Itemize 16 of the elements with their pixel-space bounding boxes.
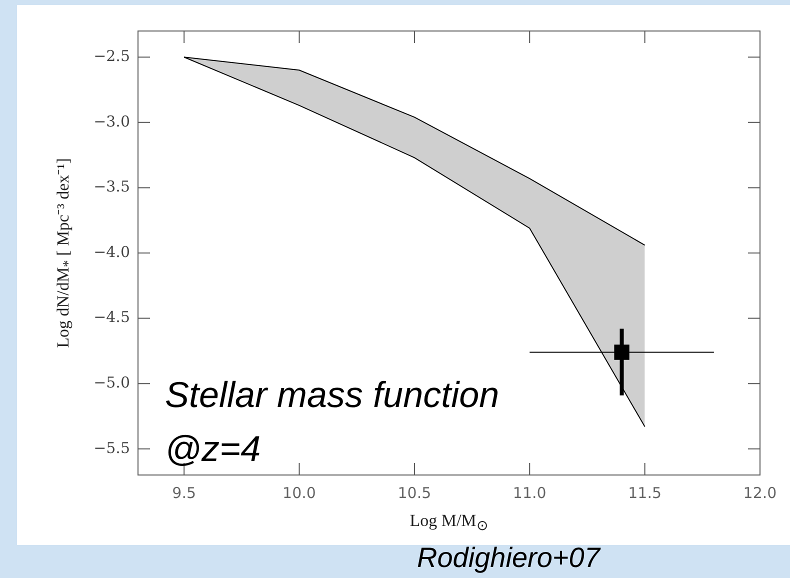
x-axis-title: Log M/M$_{⊙}$ [410,510,488,536]
y-tick-label: −3.5 [94,178,130,196]
x-tick-label: 11.0 [512,484,546,502]
x-tick-label: 12.0 [743,484,777,502]
y-tick-label: −5.5 [94,438,130,457]
y-tick-label: −4.0 [94,242,130,261]
x-tick-label: 10.0 [282,484,316,502]
y-tick-label: −4.5 [94,308,130,326]
x-tick-label: 10.5 [398,484,432,502]
annotation: Stellar mass function @z=4 [165,373,500,471]
y-tick-label: −2.5 [94,47,130,66]
text: Rodighiero+07 [417,542,600,574]
y-tick-label: −3.0 [94,112,130,130]
x-tick-label: 9.5 [172,484,196,502]
y-tick-label: −5.0 [94,373,130,392]
x-tick-label: 11.5 [628,484,662,502]
